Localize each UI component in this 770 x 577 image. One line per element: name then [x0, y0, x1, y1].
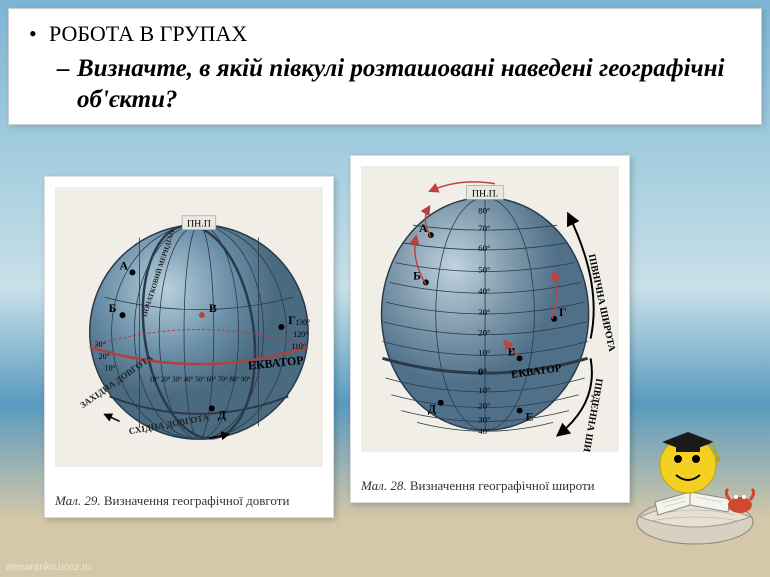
- point-g-r: Г: [559, 305, 567, 319]
- svg-text:60°: 60°: [478, 243, 491, 253]
- point-d: Д: [218, 407, 227, 421]
- svg-text:80°: 80°: [478, 205, 491, 215]
- svg-text:20°: 20°: [478, 328, 491, 338]
- caption-left-text: Визначення географічної довготи: [104, 493, 290, 508]
- mascot-svg: [600, 397, 760, 547]
- svg-text:110°: 110°: [291, 342, 306, 351]
- globe-longitude-svg: ПН.П ЕКВАТОР А Б В Г Д 30° 20° 10° 10° 2…: [55, 187, 323, 467]
- point-v: В: [209, 301, 217, 315]
- svg-text:40°: 40°: [478, 286, 491, 296]
- globe-latitude-container: ПН.П. 80° 70° 60° 50° 40° 30° 20° 10° 0°…: [361, 166, 619, 452]
- text-content-box: РОБОТА В ГРУПАХ Визначте, в якій півкулі…: [8, 8, 762, 125]
- svg-text:30°: 30°: [478, 307, 491, 317]
- svg-text:10°: 10°: [105, 364, 116, 373]
- figure-right-caption: Мал. 28. Визначення географічної широти: [361, 478, 619, 494]
- svg-text:40°: 40°: [478, 426, 491, 436]
- point-d-r: Д: [428, 402, 436, 416]
- svg-text:30°: 30°: [95, 340, 106, 349]
- globe-longitude-container: ПН.П ЕКВАТОР А Б В Г Д 30° 20° 10° 10° 2…: [55, 187, 323, 467]
- point-a: А: [120, 258, 129, 272]
- svg-text:10°: 10°: [478, 385, 491, 395]
- watermark: elenaranko.ucoz.ru: [6, 562, 91, 573]
- svg-text:50°: 50°: [478, 265, 491, 275]
- caption-left-prefix: Мал. 29.: [55, 493, 101, 508]
- sub-bullet-task: Визначте, в якій півкулі розташовані нав…: [77, 53, 741, 116]
- svg-text:120°: 120°: [293, 330, 308, 339]
- figure-left-caption: Мал. 29. Визначення географічної довготи: [55, 493, 323, 509]
- pole-label: ПН.П: [187, 219, 211, 230]
- globe-latitude-svg: ПН.П. 80° 70° 60° 50° 40° 30° 20° 10° 0°…: [361, 166, 619, 452]
- point-e-r: Е: [526, 409, 534, 423]
- svg-text:10° 20° 30° 40° 50° 60° 70° 80: 10° 20° 30° 40° 50° 60° 70° 80° 90°: [149, 376, 251, 384]
- main-bullet-title: РОБОТА В ГРУПАХ: [49, 21, 741, 47]
- svg-text:20°: 20°: [478, 401, 491, 411]
- svg-text:20°: 20°: [99, 352, 110, 361]
- svg-text:130°: 130°: [295, 318, 310, 327]
- svg-text:30°: 30°: [478, 414, 491, 424]
- svg-text:10°: 10°: [478, 347, 491, 357]
- point-b: Б: [109, 301, 117, 315]
- pole-label-right: ПН.П.: [472, 189, 498, 200]
- mascot-decoration: [600, 397, 760, 547]
- svg-text:0°: 0°: [478, 367, 487, 378]
- caption-right-prefix: Мал. 28.: [361, 478, 407, 493]
- figure-longitude: ПН.П ЕКВАТОР А Б В Г Д 30° 20° 10° 10° 2…: [44, 176, 334, 518]
- caption-right-text: Визначення географічної широти: [410, 478, 595, 493]
- figure-latitude: ПН.П. 80° 70° 60° 50° 40° 30° 20° 10° 0°…: [350, 155, 630, 503]
- svg-text:70°: 70°: [478, 223, 491, 233]
